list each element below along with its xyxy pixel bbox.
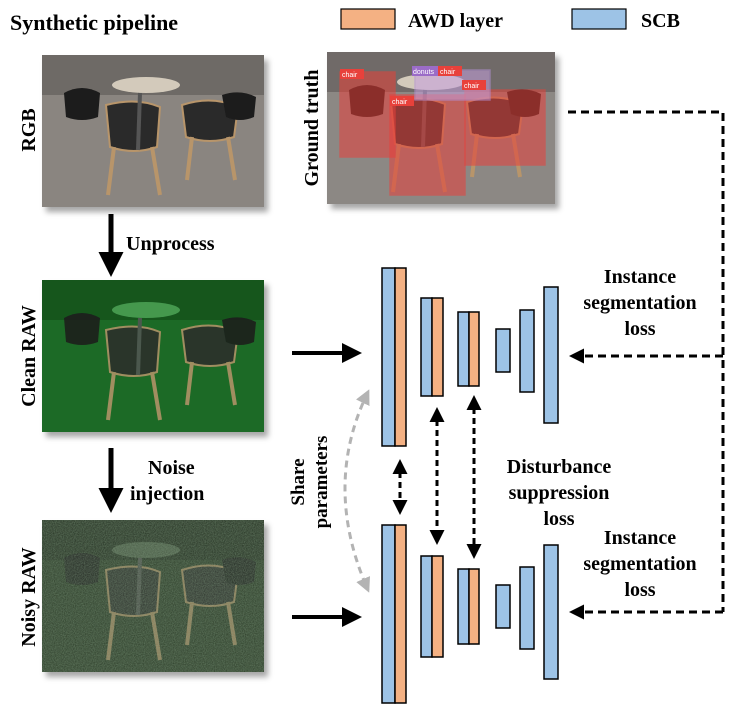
- noise-label: Noise: [148, 457, 195, 479]
- bottom-block-1-awd: [394, 524, 407, 704]
- instance-loss-bottom-line-3: loss: [624, 579, 655, 601]
- instance-loss-bottom-line-2: segmentation: [583, 553, 696, 575]
- top-block-4-scb: [495, 328, 511, 373]
- disturbance-loss-line-2: suppression: [509, 482, 610, 504]
- injection-label: injection: [130, 483, 204, 505]
- bottom-network: [381, 524, 559, 704]
- gt-tag-3: chair: [392, 99, 408, 106]
- bottom-block-4-scb: [495, 584, 511, 629]
- instance-loss-top-line-2: segmentation: [583, 292, 696, 314]
- top-block-5-scb: [519, 309, 535, 393]
- instance-loss-top-line-1: Instance: [604, 266, 676, 288]
- gt-tag-2: chair: [440, 69, 456, 76]
- diagram-title: Synthetic pipeline: [10, 10, 178, 35]
- noisy-raw-image: [42, 520, 264, 672]
- bottom-block-6-scb: [543, 544, 559, 680]
- gt-tag-0: chair: [342, 72, 358, 79]
- top-block-3-scb: [457, 311, 470, 387]
- bottom-block-1-scb: [381, 524, 396, 704]
- bottom-block-5-scb: [519, 566, 535, 650]
- disturbance-loss-line-3: loss: [543, 508, 574, 530]
- top-network: [381, 267, 559, 447]
- bottom-block-2-awd: [431, 555, 444, 658]
- unprocess-label: Unprocess: [126, 233, 215, 255]
- rgb-label: RGB: [18, 108, 40, 151]
- bottom-block-3-scb: [457, 568, 470, 645]
- top-block-1-scb: [381, 267, 396, 447]
- ground-truth-feedback: [568, 110, 725, 620]
- instance-loss-bottom-line-1: Instance: [604, 527, 676, 549]
- top-block-2-scb: [420, 297, 433, 397]
- top-block-1-awd: [394, 267, 407, 447]
- ground-truth-tags: chair donuts chair chair chair: [340, 66, 486, 106]
- top-block-6-scb: [543, 286, 559, 424]
- legend: AWD layer SCB: [340, 8, 680, 32]
- noisy-raw-label: Noisy RAW: [18, 547, 40, 646]
- gt-tag-1: donuts: [413, 69, 435, 76]
- rgb-image: [42, 55, 264, 207]
- disturbance-loss-line-1: Disturbance: [507, 456, 612, 478]
- legend-awd-swatch: [340, 8, 396, 30]
- clean-raw-label: Clean RAW: [18, 305, 40, 407]
- top-block-3-awd: [468, 311, 480, 387]
- top-block-2-awd: [431, 297, 444, 397]
- ground-truth-label: Ground truth: [301, 70, 323, 187]
- share-parameters-arrow: [343, 389, 371, 593]
- bottom-block-2-scb: [420, 555, 433, 658]
- legend-scb-label: SCB: [641, 10, 680, 32]
- parameters-label: parameters: [311, 436, 332, 529]
- gt-tag-4: chair: [464, 83, 480, 90]
- share-label: Share: [288, 458, 309, 505]
- clean-raw-image: [42, 280, 264, 432]
- legend-scb-swatch: [571, 8, 627, 30]
- ground-truth-image: [327, 52, 555, 204]
- bottom-block-3-awd: [468, 568, 480, 645]
- instance-loss-top-line-3: loss: [624, 318, 655, 340]
- disturbance-arrows: [392, 395, 482, 559]
- legend-awd-label: AWD layer: [408, 10, 503, 32]
